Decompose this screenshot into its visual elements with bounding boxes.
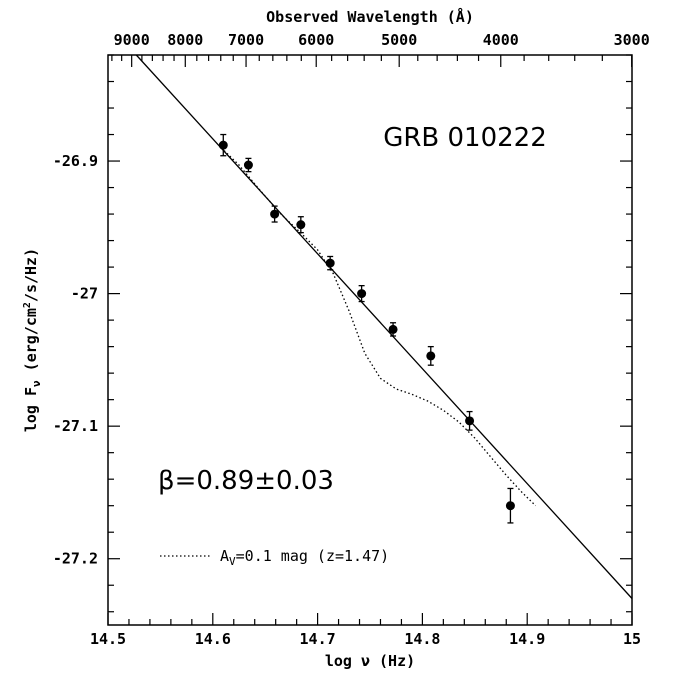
extinction-curve bbox=[220, 147, 537, 507]
data-point bbox=[388, 322, 398, 337]
data-point bbox=[465, 410, 475, 431]
top-tick-label: 5000 bbox=[381, 31, 417, 49]
data-point bbox=[270, 205, 280, 223]
point-marker bbox=[505, 501, 515, 511]
legend-rest: =0.1 mag (z=1.47) bbox=[236, 547, 390, 565]
legend-text: AV=0.1 mag (z=1.47) bbox=[220, 547, 389, 568]
data-point bbox=[243, 157, 253, 173]
y-axis-label-c: /s/Hz) bbox=[22, 248, 40, 302]
point-marker bbox=[357, 289, 367, 299]
top-tick-label: 3000 bbox=[614, 31, 650, 49]
top-tick-label: 4000 bbox=[483, 31, 519, 49]
legend-main: A bbox=[220, 547, 229, 565]
point-marker bbox=[270, 209, 280, 219]
x-tick-label: 14.5 bbox=[90, 630, 126, 648]
x-tick-label: 14.6 bbox=[195, 630, 231, 648]
y-axis-label-sub: ν bbox=[30, 380, 43, 387]
data-point bbox=[505, 487, 515, 524]
y-tick-label: -27.2 bbox=[53, 550, 98, 568]
data-point bbox=[426, 345, 436, 366]
plot-frame bbox=[107, 54, 633, 626]
top-tick-label: 9000 bbox=[114, 31, 150, 49]
tick-marks bbox=[107, 54, 633, 625]
top-axis-label: Observed Wavelength (Å) bbox=[266, 7, 474, 26]
point-marker bbox=[388, 324, 398, 334]
y-axis-label-sup: 2 bbox=[22, 302, 33, 308]
x-tick-label: 14.8 bbox=[404, 630, 440, 648]
top-tick-label: 7000 bbox=[228, 31, 264, 49]
point-marker bbox=[218, 140, 228, 150]
tick-labels: 14.5 14.6 14.7 14.8 14.9 15 -26.9 -27 -27.1 -27.2… bbox=[53, 31, 650, 648]
point-marker bbox=[243, 160, 253, 170]
data-points bbox=[218, 133, 515, 524]
beta-annotation: β=0.89±0.03 bbox=[158, 466, 334, 496]
point-marker bbox=[296, 220, 306, 230]
legend-sub: V bbox=[229, 555, 236, 568]
y-axis-label-b: (erg/cm bbox=[22, 308, 40, 380]
chart-title: GRB 010222 bbox=[383, 123, 547, 153]
point-marker bbox=[325, 258, 335, 268]
data-point bbox=[357, 285, 367, 303]
data-point bbox=[218, 133, 228, 157]
top-tick-label: 8000 bbox=[167, 31, 203, 49]
y-tick-label: -27.1 bbox=[53, 417, 98, 435]
x-tick-label: 14.9 bbox=[509, 630, 545, 648]
x-tick-label: 15 bbox=[623, 630, 641, 648]
point-marker bbox=[465, 416, 475, 426]
y-tick-label: -27 bbox=[71, 285, 98, 303]
y-tick-label: -26.9 bbox=[53, 152, 98, 170]
y-axis-label-a: log F bbox=[22, 387, 40, 432]
x-tick-label: 14.7 bbox=[300, 630, 336, 648]
data-point bbox=[296, 216, 306, 234]
legend: AV=0.1 mag (z=1.47) bbox=[160, 547, 389, 568]
point-marker bbox=[426, 351, 436, 361]
y-axis-label: log Fν (erg/cm2/s/Hz) bbox=[22, 248, 43, 432]
x-axis-label: log ν (Hz) bbox=[325, 652, 415, 670]
top-tick-label: 6000 bbox=[298, 31, 334, 49]
data-point bbox=[325, 255, 335, 271]
